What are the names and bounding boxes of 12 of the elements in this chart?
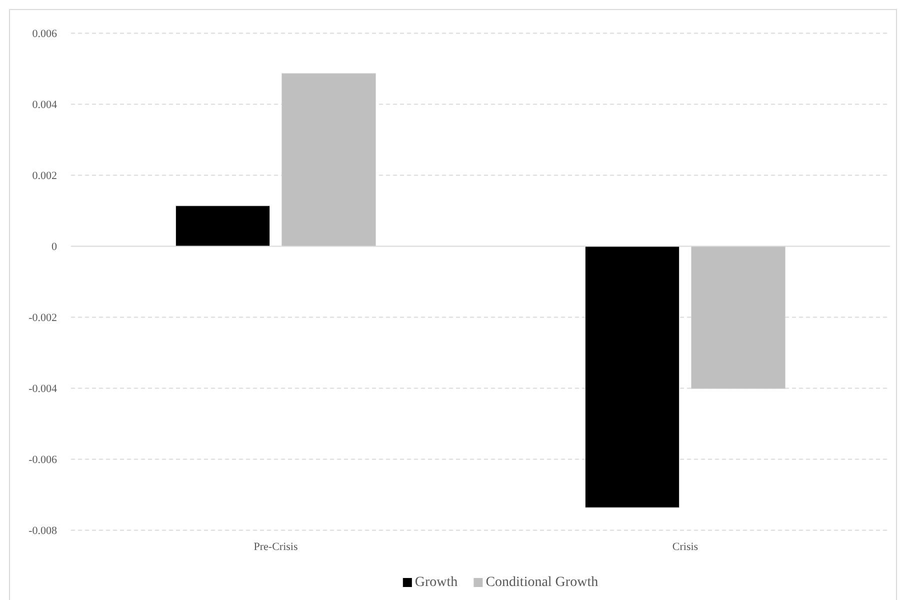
legend-label: Conditional Growth <box>486 575 598 590</box>
y-tick-label: -0.006 <box>28 454 58 466</box>
y-tick-label: -0.002 <box>28 312 57 324</box>
y-tick-label: -0.008 <box>28 524 58 537</box>
y-tick-label: -0.004 <box>28 382 58 395</box>
y-tick-label: 0.006 <box>32 28 58 40</box>
y-tick-label: 0 <box>52 240 58 253</box>
y-tick-label: 0.004 <box>32 98 58 111</box>
y-tick-label: 0.002 <box>32 170 57 182</box>
legend-label: Growth <box>414 575 458 590</box>
x-tick-label: Pre-Crisis <box>254 541 298 554</box>
x-tick-label: Crisis <box>672 541 698 554</box>
